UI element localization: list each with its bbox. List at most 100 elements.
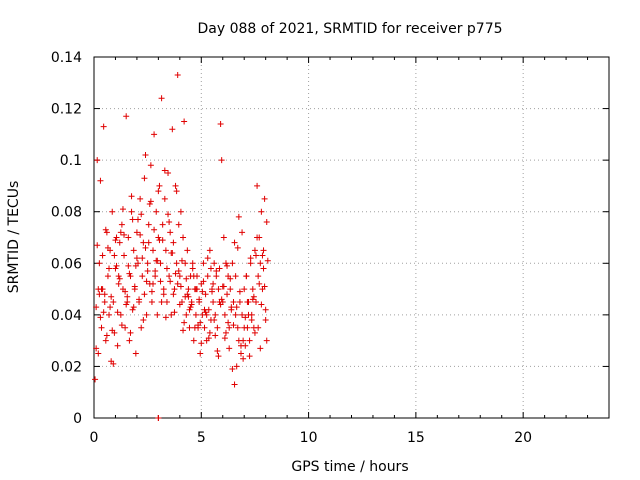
data-point — [241, 324, 248, 331]
data-point — [197, 350, 204, 357]
data-point — [132, 262, 139, 269]
data-point — [143, 278, 150, 285]
data-point — [261, 195, 268, 202]
data-point — [109, 208, 116, 215]
data-point — [261, 283, 268, 290]
data-point — [139, 273, 146, 280]
data-point — [102, 337, 109, 344]
data-point — [122, 324, 129, 331]
data-point — [138, 211, 145, 218]
data-point — [118, 322, 125, 329]
data-point — [175, 221, 182, 228]
y-tick-label: 0.14 — [51, 50, 82, 66]
data-point — [196, 296, 203, 303]
data-point — [233, 304, 240, 311]
data-point — [251, 329, 258, 336]
data-point — [260, 265, 267, 272]
data-point — [110, 298, 117, 305]
data-point — [206, 247, 213, 254]
data-point — [190, 337, 197, 344]
data-point — [119, 206, 126, 213]
data-point — [140, 317, 147, 324]
data-point — [205, 335, 212, 342]
data-point — [108, 293, 115, 300]
data-point — [133, 255, 140, 262]
axis-ticks: 0 5 10 15 20 0 0.02 0.04 0.06 0.08 0.1 0.12 0.14 — [51, 50, 609, 446]
data-point — [229, 260, 236, 267]
data-point — [145, 239, 152, 246]
data-point — [183, 311, 190, 318]
data-point — [231, 381, 238, 388]
data-point — [237, 350, 244, 357]
data-point — [117, 311, 124, 318]
data-point — [147, 198, 154, 205]
data-point — [218, 157, 225, 164]
data-point — [187, 304, 194, 311]
data-point — [232, 273, 239, 280]
data-point — [262, 306, 269, 313]
data-point — [167, 278, 174, 285]
data-point — [94, 157, 101, 164]
data-point — [102, 226, 109, 233]
data-point — [115, 280, 122, 287]
data-point — [96, 291, 103, 298]
data-point — [216, 265, 223, 272]
data-point — [130, 304, 137, 311]
data-point — [220, 283, 227, 290]
data-point — [224, 262, 231, 269]
data-point — [106, 311, 113, 318]
data-point — [129, 306, 136, 313]
data-point — [229, 366, 236, 373]
data-point — [107, 304, 114, 311]
data-point — [206, 329, 213, 336]
data-point — [189, 260, 196, 267]
data-point — [142, 151, 149, 158]
data-point — [170, 239, 177, 246]
data-point — [104, 244, 111, 251]
data-point — [167, 229, 174, 236]
data-point — [118, 221, 125, 228]
data-point — [211, 317, 218, 324]
data-point — [240, 355, 247, 362]
data-point — [207, 265, 214, 272]
data-point — [163, 265, 170, 272]
data-point — [220, 234, 227, 241]
data-point — [263, 219, 270, 226]
data-point — [201, 306, 208, 313]
data-point — [239, 229, 246, 236]
data-point — [183, 275, 190, 282]
data-point — [241, 286, 248, 293]
data-point — [115, 273, 122, 280]
data-point — [162, 247, 169, 254]
data-point — [98, 286, 105, 293]
y-tick-label: 0.08 — [51, 205, 82, 221]
data-point — [226, 345, 233, 352]
data-point — [131, 283, 138, 290]
data-point — [176, 301, 183, 308]
x-tick-label: 10 — [300, 430, 318, 446]
x-tick-label: 5 — [197, 430, 206, 446]
data-point — [129, 216, 136, 223]
data-point — [157, 278, 164, 285]
data-point — [124, 298, 131, 305]
data-point — [148, 288, 155, 295]
data-point — [215, 286, 222, 293]
data-point — [152, 273, 159, 280]
data-point — [159, 221, 166, 228]
data-point — [236, 288, 243, 295]
data-point — [230, 322, 237, 329]
data-point — [209, 288, 216, 295]
data-point — [150, 247, 157, 254]
data-point — [163, 298, 170, 305]
data-point — [250, 293, 257, 300]
y-tick-label: 0.06 — [51, 256, 82, 272]
data-points — [92, 72, 271, 421]
data-point — [239, 311, 246, 318]
y-tick-label: 0 — [73, 411, 82, 427]
data-point — [199, 288, 206, 295]
data-point — [114, 309, 121, 316]
data-point — [171, 286, 178, 293]
data-point — [99, 252, 106, 259]
data-point — [166, 273, 173, 280]
